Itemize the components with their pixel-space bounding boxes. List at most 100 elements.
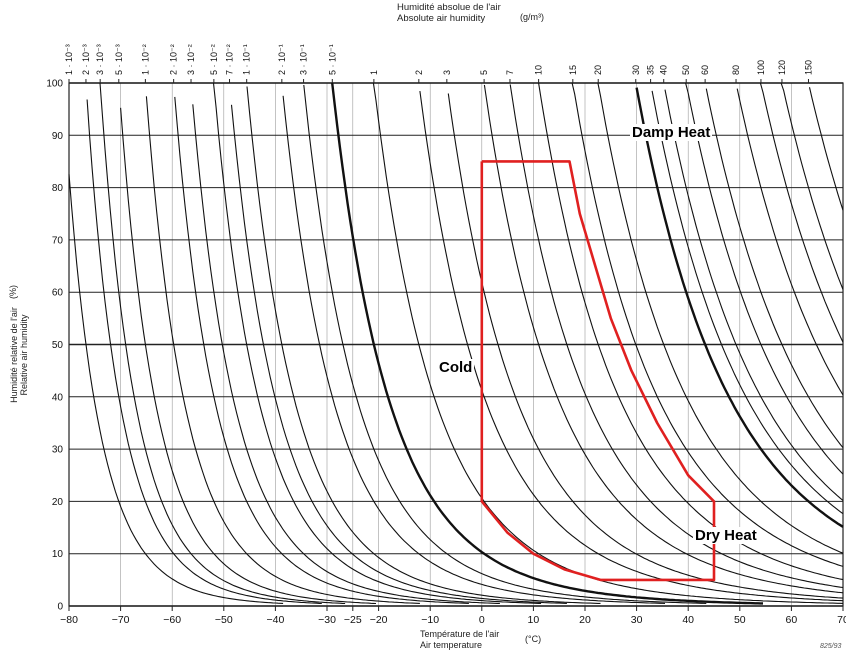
humidity-curve bbox=[597, 82, 844, 554]
top-tick-label: 80 bbox=[731, 65, 741, 75]
humidity-curve bbox=[145, 96, 420, 604]
top-tick-label: 7 bbox=[505, 70, 515, 75]
x-tick-label: 30 bbox=[631, 614, 643, 626]
top-tick-label: 120 bbox=[777, 60, 787, 75]
top-tick-label: 1 bbox=[369, 70, 379, 75]
region-label-cold: Cold bbox=[437, 359, 475, 376]
x-tick-label: −20 bbox=[370, 614, 388, 626]
envelope-outline bbox=[480, 160, 716, 582]
y-tick-label: 70 bbox=[52, 235, 64, 246]
humidity-curve bbox=[483, 84, 844, 594]
top-tick-label: 3 bbox=[442, 70, 452, 75]
top-tick-label: 2 bbox=[414, 70, 424, 75]
y-tick-label: 100 bbox=[46, 79, 63, 90]
top-tick-label: 2 · 10⁻¹ bbox=[277, 44, 287, 75]
humidity-curve bbox=[174, 96, 469, 604]
humidity-curve bbox=[759, 82, 844, 343]
humidity-curve bbox=[303, 84, 707, 604]
top-tick-label: 5 · 10⁻¹ bbox=[327, 44, 337, 75]
humidity-curve bbox=[808, 87, 844, 211]
x-tick-label: 10 bbox=[528, 614, 540, 626]
humidity-curve bbox=[635, 87, 844, 528]
top-tick-label: 30 bbox=[631, 65, 641, 75]
humidity-curve bbox=[212, 82, 542, 605]
x-tick-label: −10 bbox=[421, 614, 439, 626]
climate-envelope bbox=[480, 160, 716, 582]
y-tick-label: 50 bbox=[52, 340, 64, 351]
top-tick-label: 5 · 10⁻³ bbox=[114, 44, 124, 75]
humidity-curve bbox=[120, 107, 377, 605]
grid bbox=[68, 82, 844, 607]
top-tick-label: 3 · 10⁻² bbox=[186, 44, 196, 75]
x-tick-label: 50 bbox=[734, 614, 746, 626]
humidity-curve bbox=[509, 84, 844, 589]
x-axis-unit: (°C) bbox=[525, 634, 542, 644]
humidity-curve bbox=[780, 82, 844, 290]
x-tick-label: −40 bbox=[266, 614, 284, 626]
top-tick-label: 3 · 10⁻¹ bbox=[299, 44, 309, 75]
x-tick-label: −60 bbox=[163, 614, 181, 626]
y-tick-label: 90 bbox=[52, 131, 64, 142]
y-tick-label: 30 bbox=[52, 445, 64, 456]
y-axis-title-fr: Humidité relative de l'air bbox=[9, 307, 19, 403]
humidity-curve bbox=[538, 82, 844, 581]
humidity-curve bbox=[705, 88, 844, 449]
top-tick-label: 1 · 10⁻¹ bbox=[242, 44, 252, 75]
top-tick-label: 35 bbox=[646, 65, 656, 75]
top-axis-title-fr: Humidité absolue de l'air bbox=[397, 2, 501, 13]
figure-code: 825/93 bbox=[820, 643, 842, 650]
humidity-curve bbox=[331, 82, 763, 605]
x-tick-label: −70 bbox=[112, 614, 130, 626]
humidity-curve bbox=[419, 91, 844, 602]
humidity-curve bbox=[246, 86, 601, 604]
y-tick-label: 60 bbox=[52, 288, 64, 299]
x-axis-title-fr: Température de l'air bbox=[420, 629, 500, 639]
region-label-dry-heat: Dry Heat bbox=[693, 527, 759, 544]
x-tick-label: −50 bbox=[215, 614, 233, 626]
top-axis-title-en: Absolute air humidity bbox=[397, 13, 486, 24]
top-tick-label: 5 · 10⁻² bbox=[209, 44, 219, 75]
top-tick-label: 10 bbox=[534, 65, 544, 75]
x-tick-label: −25 bbox=[344, 614, 362, 626]
x-tick-label: 40 bbox=[682, 614, 694, 626]
y-tick-label: 20 bbox=[52, 497, 64, 508]
x-tick-label: 70 bbox=[837, 614, 846, 626]
top-tick-label: 5 bbox=[479, 70, 489, 75]
y-tick-label: 80 bbox=[52, 183, 64, 194]
top-tick-label: 1 · 10⁻² bbox=[140, 44, 150, 75]
top-tick-label: 150 bbox=[803, 60, 813, 75]
humidity-curve bbox=[664, 89, 844, 501]
humidity-curve bbox=[99, 82, 346, 605]
y-tick-label: 10 bbox=[52, 549, 64, 560]
humidity-curve bbox=[372, 82, 844, 604]
y-tick-label: 40 bbox=[52, 392, 64, 403]
top-tick-label: 100 bbox=[756, 60, 766, 75]
top-axis-title: Humidité absolue de l'air Absolute air h… bbox=[397, 2, 501, 24]
x-axis-title-en: Air temperature bbox=[420, 640, 483, 650]
top-tick-label: 1 · 10⁻³ bbox=[64, 44, 74, 75]
top-tick-label: 60 bbox=[700, 65, 710, 75]
x-axis-title: Température de l'air Air temperature bbox=[420, 629, 499, 651]
humidity-curve bbox=[685, 82, 844, 475]
humidity-curve bbox=[192, 104, 500, 604]
top-tick-label: 15 bbox=[568, 65, 578, 75]
humidity-curve bbox=[447, 93, 844, 599]
x-tick-label: 0 bbox=[479, 614, 485, 626]
top-axis-unit: (g/m³) bbox=[520, 12, 544, 22]
top-tick-label: 20 bbox=[593, 65, 603, 75]
humidity-curve bbox=[651, 90, 844, 515]
y-axis-title: Humidité relative de l'air Relative air … bbox=[9, 290, 29, 420]
x-tick-label: −30 bbox=[318, 614, 336, 626]
x-tick-label: −80 bbox=[60, 614, 78, 626]
y-tick-label: 0 bbox=[57, 602, 63, 613]
y-axis-unit: (%) bbox=[8, 285, 18, 299]
humidity-curve bbox=[68, 174, 284, 604]
absolute-humidity-curves bbox=[68, 82, 844, 605]
region-label-damp-heat: Damp Heat bbox=[630, 124, 713, 141]
humidity-curve bbox=[282, 95, 666, 604]
humidity-curve bbox=[736, 88, 844, 396]
top-tick-label: 50 bbox=[681, 65, 691, 75]
top-tick-label: 3 · 10⁻³ bbox=[95, 44, 105, 75]
humidity-curve bbox=[230, 104, 567, 604]
